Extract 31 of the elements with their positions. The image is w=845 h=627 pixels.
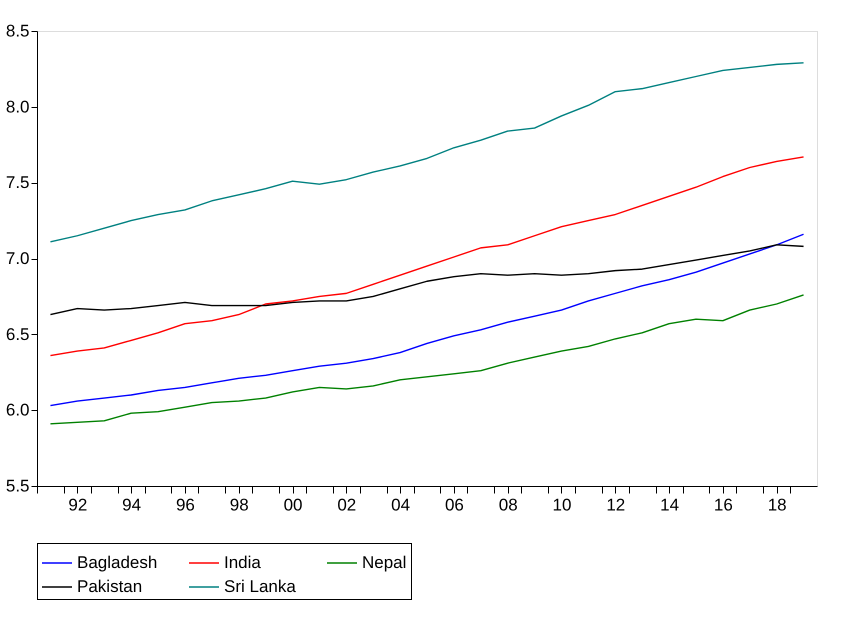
legend-label: Pakistan — [77, 577, 142, 596]
y-tick-label: 7.5 — [6, 173, 30, 192]
y-tick-label: 7.0 — [6, 249, 30, 268]
x-tick-label: 92 — [68, 496, 88, 514]
x-tick-label: 02 — [337, 496, 356, 514]
y-tick-label: 6.5 — [6, 324, 30, 344]
x-tick-label: 08 — [498, 496, 518, 514]
x-tick-label: 04 — [391, 496, 410, 514]
x-tick-label: 96 — [176, 496, 195, 514]
legend-label: Sri Lanka — [224, 577, 296, 596]
y-tick-label: 8.5 — [6, 22, 30, 40]
x-tick-label: 98 — [230, 496, 249, 514]
x-tick-label: 00 — [284, 496, 302, 514]
x-tick-label: 12 — [606, 496, 626, 514]
legend-label: India — [224, 553, 262, 572]
legend-label: Bagladesh — [77, 553, 158, 572]
x-tick-label: 16 — [714, 496, 733, 514]
x-tick-label: 10 — [552, 496, 572, 514]
x-tick-label: 14 — [660, 496, 680, 514]
x-tick-label: 18 — [768, 496, 787, 514]
x-tick-label: 94 — [122, 496, 142, 514]
x-tick-label: 06 — [444, 496, 464, 514]
line-series — [50, 156, 804, 356]
y-tick-label: 5.5 — [6, 476, 30, 496]
y-tick-label: 8.0 — [6, 97, 30, 116]
y-tick-label: 6.0 — [6, 400, 30, 420]
line-series — [50, 62, 804, 243]
line-series — [50, 244, 804, 316]
legend-label: Nepal — [362, 553, 406, 572]
line-series — [50, 234, 804, 406]
line-series — [50, 294, 804, 425]
